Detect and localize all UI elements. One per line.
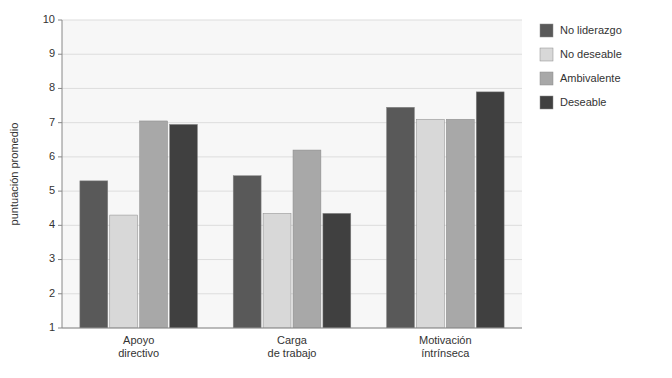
bar	[387, 107, 415, 328]
y-tick	[58, 328, 62, 329]
bar-series	[110, 119, 445, 328]
grid-line	[62, 328, 522, 329]
bar	[110, 215, 138, 328]
y-tick	[58, 54, 62, 55]
bar	[293, 150, 321, 328]
x-tick-label: Apoyodirectivo	[118, 334, 159, 359]
y-tick-label: 8	[49, 81, 55, 93]
bar	[416, 119, 444, 328]
legend: No liderazgo No deseable Ambivalente Deseab…	[540, 24, 622, 109]
x-tick-label: Motivacióníntrínseca	[419, 334, 472, 359]
y-tick-label: 1	[49, 321, 55, 333]
bars	[80, 92, 504, 328]
y-tick-label: 6	[49, 150, 55, 162]
x-axis-line	[62, 328, 522, 329]
legend-swatch	[540, 72, 553, 85]
bar	[446, 119, 474, 328]
legend-label: Ambivalente	[560, 72, 621, 84]
bar-series	[140, 119, 475, 328]
y-axis-label: puntuación promedio	[8, 123, 20, 226]
grid-line	[62, 20, 522, 21]
bar-series	[80, 107, 415, 328]
y-tick	[58, 156, 62, 157]
grid-line	[62, 54, 522, 55]
y-axis-line	[62, 20, 63, 328]
y-tick-label: 2	[49, 287, 55, 299]
y-tick-label: 3	[49, 252, 55, 264]
legend-label: No liderazgo	[560, 24, 622, 36]
y-tick	[58, 88, 62, 89]
y-tick-label: 9	[49, 47, 55, 59]
bar	[140, 121, 168, 328]
legend-swatch	[540, 24, 553, 37]
grid-line	[62, 88, 522, 89]
bar	[170, 124, 198, 328]
plot-background	[62, 20, 522, 328]
legend-swatch	[540, 48, 553, 61]
chart-svg: 1 2 3 4 5 6 7 8 9 10 Apoyodirectivo Cargade trabajo…	[0, 0, 672, 378]
chart-container: 1 2 3 4 5 6 7 8 9 10 Apoyodirectivo Cargade trabajo…	[0, 0, 672, 378]
bar	[323, 213, 351, 328]
y-grid: 1 2 3 4 5 6 7 8 9 10	[43, 13, 522, 333]
bar-series	[170, 92, 505, 328]
y-tick	[58, 191, 62, 192]
y-tick-label: 5	[49, 184, 55, 196]
legend-swatch	[540, 96, 553, 109]
bar	[80, 181, 108, 328]
y-tick	[58, 225, 62, 226]
bar	[233, 176, 261, 328]
y-tick	[58, 293, 62, 294]
legend-label: No deseable	[560, 48, 622, 60]
bar	[263, 213, 291, 328]
y-tick-label: 7	[49, 116, 55, 128]
y-tick-label: 10	[43, 13, 55, 25]
y-tick	[58, 122, 62, 123]
x-tick-label: Cargade trabajo	[268, 334, 317, 359]
y-tick	[58, 20, 62, 21]
bar	[476, 92, 504, 328]
y-tick	[58, 259, 62, 260]
y-tick-label: 4	[49, 218, 55, 230]
legend-label: Deseable	[560, 96, 606, 108]
